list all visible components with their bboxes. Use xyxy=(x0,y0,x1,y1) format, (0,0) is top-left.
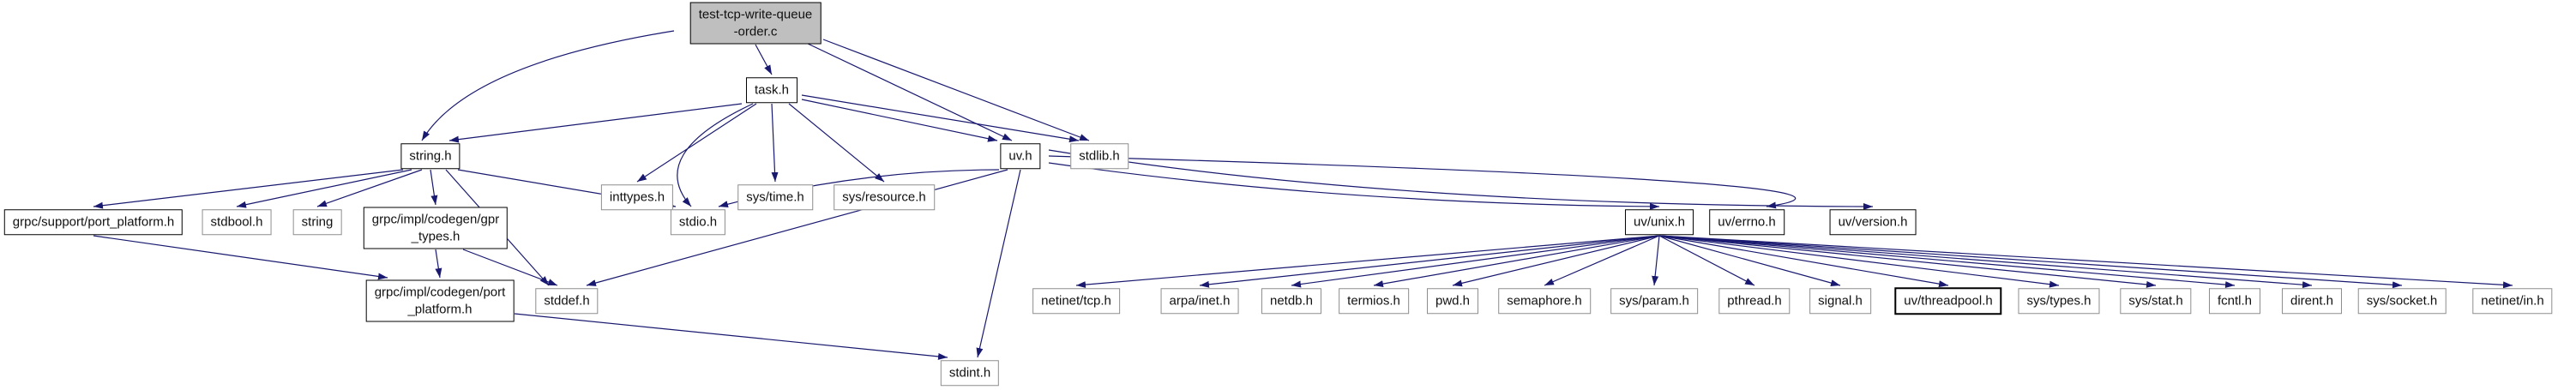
graph-node-netinet_tcp: netinet/tcp.h xyxy=(1032,288,1120,314)
include-edge-task--string_grpc xyxy=(448,103,743,143)
graph-node-netdb: netdb.h xyxy=(1261,288,1322,314)
include-edge-uv_unix--uv_threadpool xyxy=(1658,235,1949,288)
graph-node-dirent: dirent.h xyxy=(2281,288,2343,314)
include-edge-uv--uv_version xyxy=(1048,149,1874,210)
graph-node-string_cpp: string xyxy=(292,209,342,235)
include-edge-uv_unix--semaphore xyxy=(1544,235,1660,286)
graph-node-sys_types: sys/types.h xyxy=(2018,288,2100,314)
graph-node-stdlib: stdlib.h xyxy=(1070,143,1129,169)
include-edge-grpc_support_pp--grpc_impl_pp xyxy=(93,235,388,280)
include-edge-grpc_impl_pp--stdint xyxy=(514,313,948,360)
graph-node-fcntl: fcntl.h xyxy=(2208,288,2261,314)
include-edge-task--stdio xyxy=(677,103,754,207)
graph-node-inttypes: inttypes.h xyxy=(600,184,674,210)
include-edge-string_grpc--stdbool xyxy=(236,169,412,208)
graph-node-stdbool: stdbool.h xyxy=(202,209,272,235)
include-edge-gpr_types--grpc_impl_pp xyxy=(435,249,442,279)
include-edge-task--stdlib xyxy=(801,94,1080,143)
graph-node-sys_socket: sys/socket.h xyxy=(2357,288,2447,314)
include-edge-uv_unix--netinet_tcp xyxy=(1075,235,1660,289)
graph-node-netinet_in: netinet/in.h xyxy=(2472,288,2553,314)
include-edge-uv_unix--arpa_inet xyxy=(1199,235,1660,288)
include-edge-uv_unix--sys_stat xyxy=(1658,235,2157,288)
graph-node-stdint: stdint.h xyxy=(940,360,1000,386)
include-edge-uv_unix--netinet_in xyxy=(1658,235,2513,289)
include-edge-main--task xyxy=(755,44,773,75)
graph-node-sys_time: sys/time.h xyxy=(737,184,813,210)
graph-node-sys_param: sys/param.h xyxy=(1610,288,1698,314)
graph-node-main[interactable]: test-tcp-write-queue -order.c xyxy=(689,2,822,45)
include-edge-task--uv xyxy=(801,99,998,142)
graph-node-semaphore: semaphore.h xyxy=(1498,288,1591,314)
graph-node-task[interactable]: task.h xyxy=(745,77,798,103)
include-edge-string_grpc--string_cpp xyxy=(316,169,423,207)
graph-node-pthread: pthread.h xyxy=(1718,288,1791,314)
include-edge-task--inttypes xyxy=(636,103,757,183)
include-edge-gpr_types--stddef xyxy=(462,249,558,286)
include-edge-uv--uv_errno xyxy=(1048,155,1797,209)
graph-node-pwd: pwd.h xyxy=(1426,288,1479,314)
include-edge-uv_unix--fcntl xyxy=(1658,235,2236,289)
graph-node-uv_errno[interactable]: uv/errno.h xyxy=(1709,209,1785,235)
include-edge-main--string_grpc xyxy=(421,30,675,141)
graph-node-sys_resource: sys/resource.h xyxy=(834,184,935,210)
graph-node-string_grpc[interactable]: string.h xyxy=(400,143,460,169)
include-edge-string_grpc--gpr_types xyxy=(430,169,438,206)
include-edge-main--uv xyxy=(805,42,1013,141)
include-edge-uv_unix--sys_param xyxy=(1652,235,1660,286)
graph-node-signal: signal.h xyxy=(1809,288,1871,314)
include-edge-uv--stdint xyxy=(976,169,1021,358)
include-edge-uv_unix--pwd xyxy=(1452,235,1660,287)
include-edge-uv_unix--signal xyxy=(1658,235,1841,286)
include-edge-main--stdlib xyxy=(822,39,1090,141)
graph-node-uv[interactable]: uv.h xyxy=(1000,143,1041,169)
graph-node-grpc_impl_pp[interactable]: grpc/impl/codegen/port _platform.h xyxy=(365,279,515,322)
include-edge-task--sys_resource xyxy=(788,103,885,183)
include-edge-uv_unix--sys_types xyxy=(1658,235,2060,288)
graph-node-stdio: stdio.h xyxy=(670,209,726,235)
graph-node-termios: termios.h xyxy=(1339,288,1409,314)
include-edge-uv_unix--dirent xyxy=(1658,235,2313,289)
graph-node-sys_stat: sys/stat.h xyxy=(2120,288,2192,314)
include-edge-task--sys_time xyxy=(771,103,779,183)
include-edge-uv--uv_unix xyxy=(1048,162,1660,210)
include-edge-uv_unix--termios xyxy=(1373,235,1660,288)
edge-layer xyxy=(93,30,2513,360)
include-edge-string_grpc--grpc_support_pp xyxy=(93,169,404,209)
graph-node-uv_unix[interactable]: uv/unix.h xyxy=(1624,209,1694,235)
graph-node-uv_version[interactable]: uv/version.h xyxy=(1829,209,1917,235)
include-edge-uv_unix--pthread xyxy=(1658,235,1755,286)
include-edge-uv--stddef xyxy=(586,169,1008,286)
graph-node-gpr_types[interactable]: grpc/impl/codegen/gpr _types.h xyxy=(363,207,509,249)
graph-node-uv_threadpool[interactable]: uv/threadpool.h xyxy=(1894,287,2002,315)
include-edge-uv_unix--netdb xyxy=(1291,235,1660,288)
include-edge-uv_unix--sys_socket xyxy=(1658,235,2403,289)
graph-node-arpa_inet: arpa/inet.h xyxy=(1160,288,1239,314)
graph-node-stddef: stddef.h xyxy=(535,288,599,314)
graph-node-grpc_support_pp[interactable]: grpc/support/port_platform.h xyxy=(3,209,184,235)
